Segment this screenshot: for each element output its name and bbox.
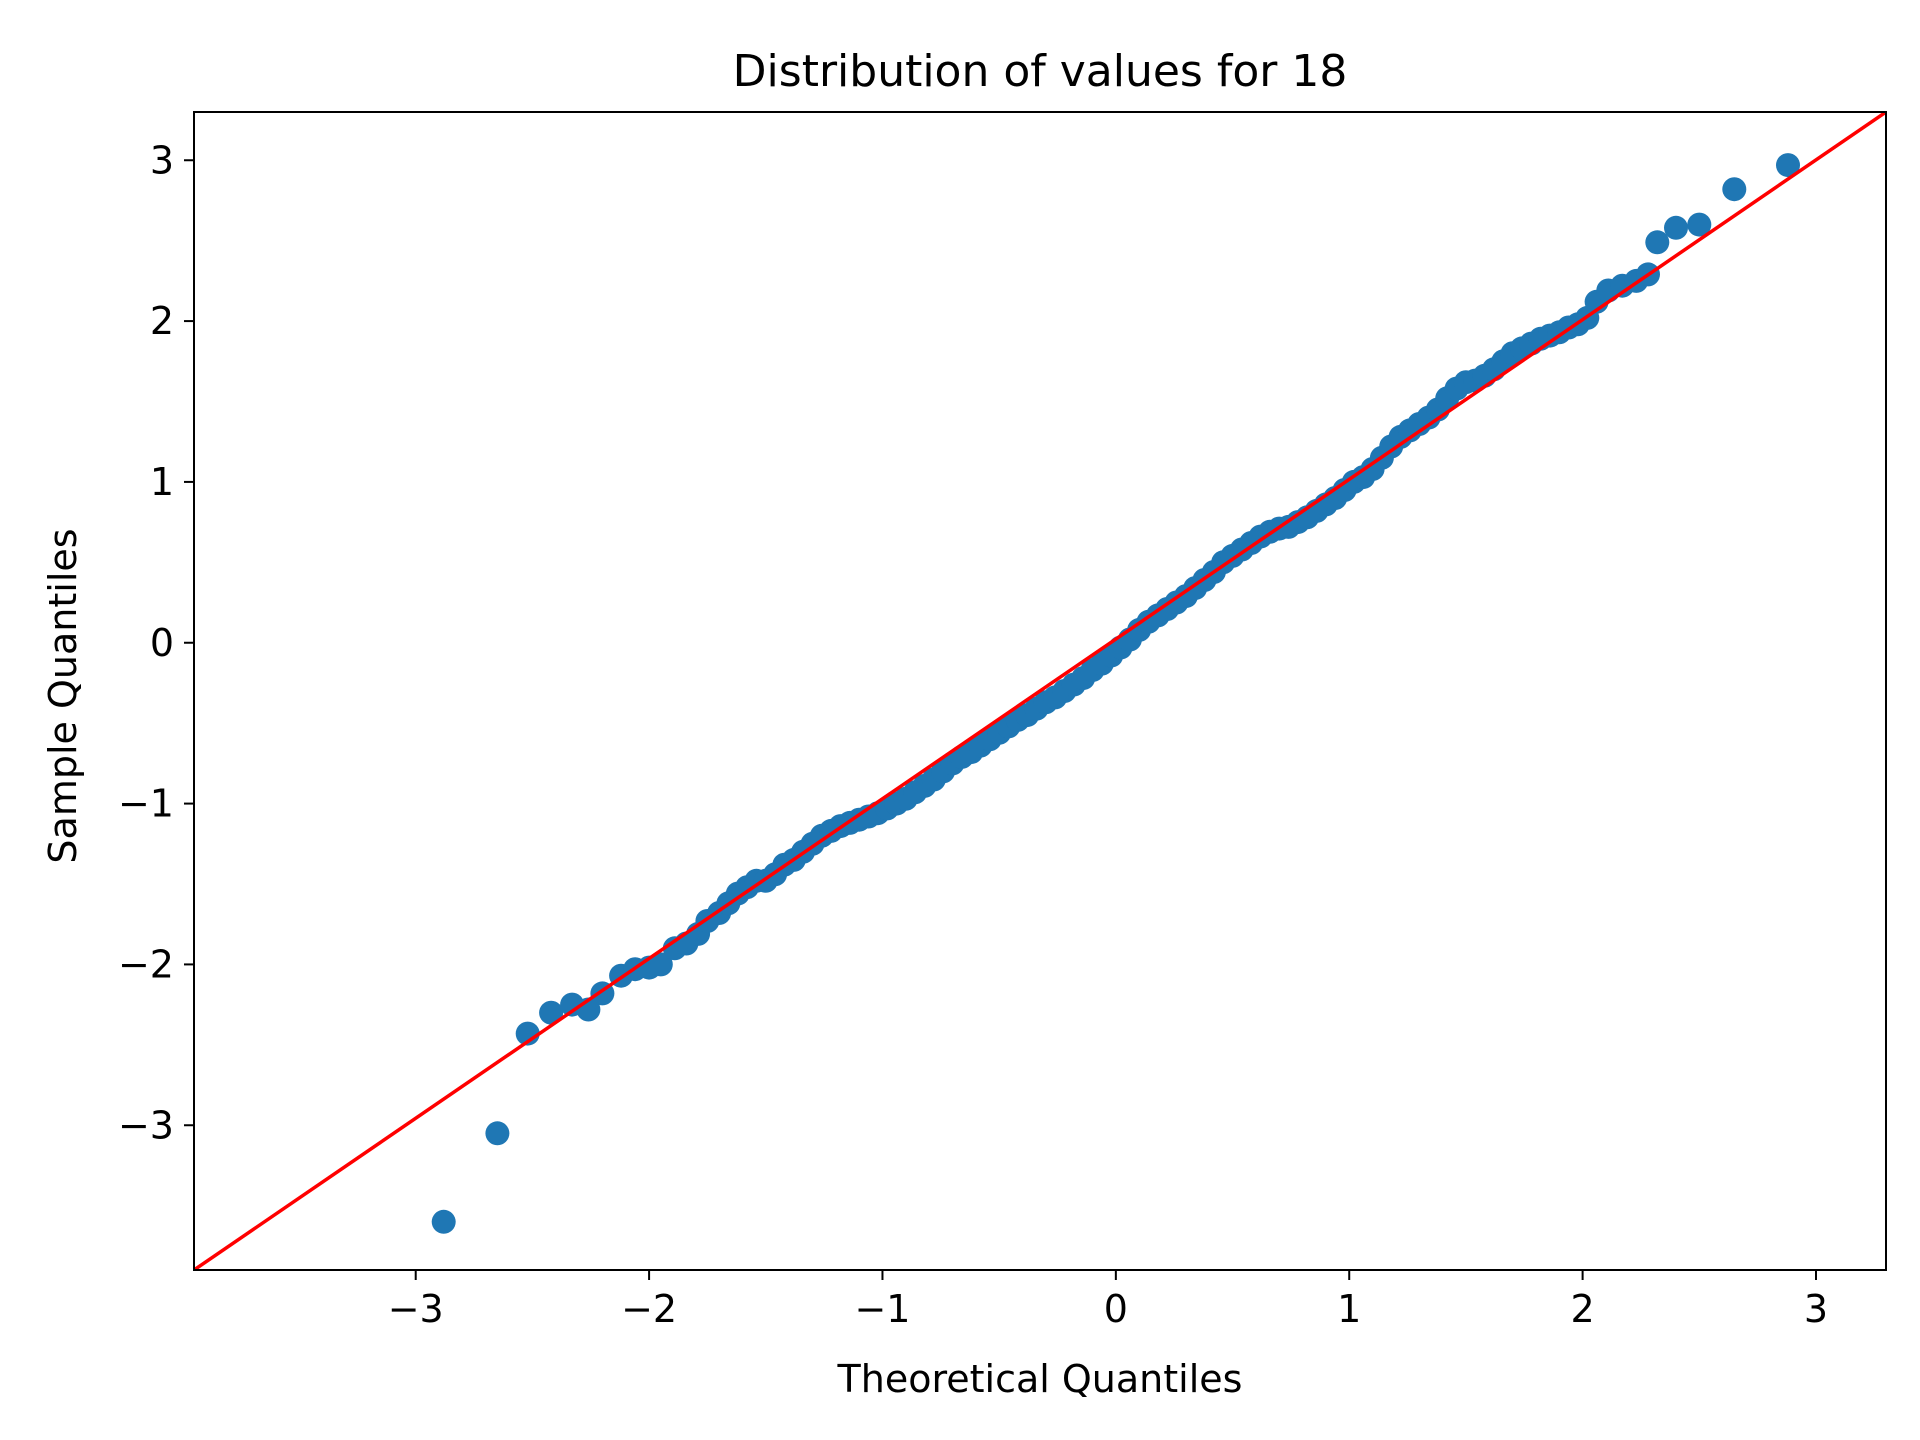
x-tick-label: −3 (388, 1287, 444, 1331)
data-point (648, 952, 673, 977)
y-tick-label: −1 (118, 782, 174, 826)
y-tick-label: 1 (150, 460, 174, 504)
y-tick-label: 2 (150, 299, 174, 343)
x-tick-label: 0 (1104, 1287, 1128, 1331)
y-tick-label: 0 (150, 621, 174, 665)
x-tick-label: 1 (1337, 1287, 1361, 1331)
x-tick-label: 2 (1571, 1287, 1595, 1331)
x-tick-label: −1 (854, 1287, 910, 1331)
data-point (1664, 215, 1688, 240)
data-point (1776, 153, 1800, 178)
data-point (539, 1000, 564, 1025)
y-tick-label: −2 (118, 942, 174, 986)
x-tick-label: −2 (621, 1287, 677, 1331)
plot-frame (193, 111, 1887, 1271)
y-tick-label: 3 (150, 138, 174, 182)
plot-layer: −3 −2 −1 0 1 2 3 −3 −2 −1 0 1 2 3 (118, 111, 1887, 1331)
x-tick-label: 3 (1804, 1287, 1828, 1331)
reference-line (194, 112, 1886, 1270)
plot-marks (194, 112, 1886, 1270)
chart-title: Distribution of values for 18 (733, 46, 1348, 97)
x-axis-label: Theoretical Quantiles (837, 1357, 1243, 1401)
data-point (1687, 212, 1712, 237)
y-axis-label: Sample Quantiles (41, 528, 85, 863)
y-tick-label: −3 (118, 1103, 174, 1147)
data-point (431, 1209, 456, 1234)
data-point (1645, 230, 1670, 255)
data-point (485, 1121, 510, 1146)
data-point (1722, 177, 1747, 202)
